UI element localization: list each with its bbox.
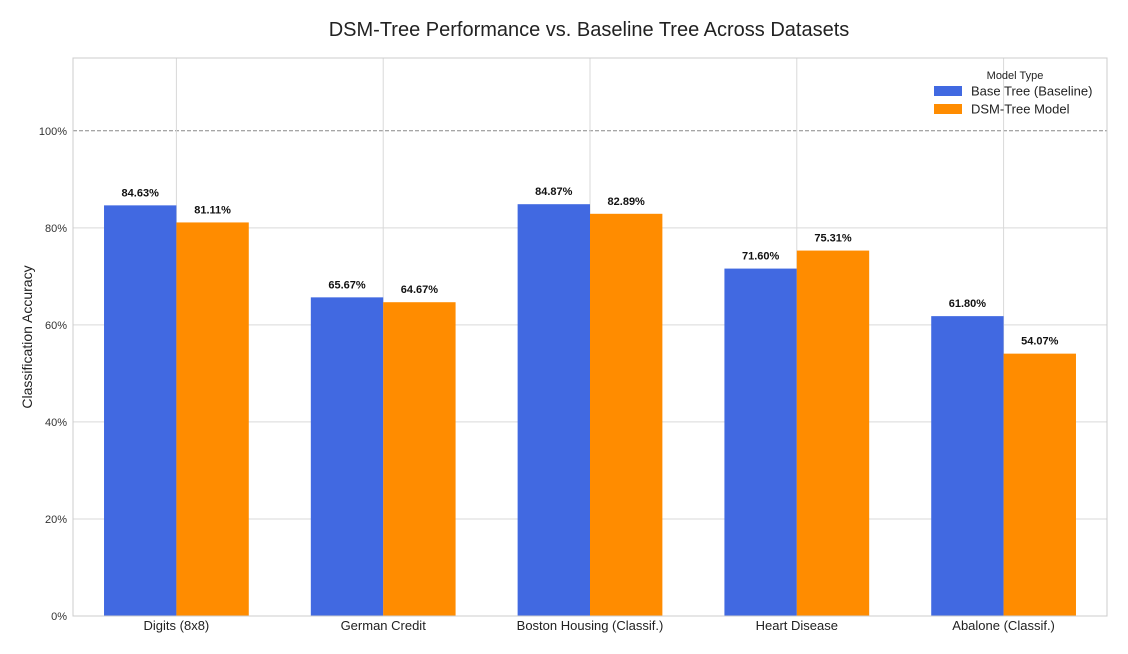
bar-dsm-tree	[590, 213, 663, 617]
axes: 0% 20% 40% 60% 80% 100% Digits (8x8) German Cre…	[39, 57, 1108, 633]
x-tick-label: Heart Disease	[756, 618, 838, 633]
bar-dsm-tree	[796, 250, 870, 617]
bars	[104, 204, 1076, 617]
y-tick-label: 40%	[45, 417, 67, 429]
bar-dsm-tree	[383, 302, 456, 616]
y-tick-label: 80%	[45, 223, 67, 235]
chart-title: DSM-Tree Performance vs. Baseline Tree A…	[329, 19, 850, 41]
y-tick-label: 20%	[45, 514, 67, 526]
legend-swatch	[934, 86, 962, 96]
data-label: 64.67%	[401, 284, 439, 296]
bar-dsm-tree	[176, 222, 249, 616]
y-tick-label: 100%	[39, 126, 67, 138]
legend: Model Type Base Tree (Baseline) DSM-Tree …	[934, 70, 1092, 117]
plot-frame	[72, 57, 1108, 617]
data-label: 82.89%	[608, 196, 646, 208]
bar-base-tree	[517, 204, 590, 617]
y-tick-label: 0%	[51, 611, 67, 623]
data-label: 61.80%	[949, 298, 987, 310]
y-axis-label: Classification Accuracy	[19, 265, 35, 408]
x-tick-label: Digits (8x8)	[144, 618, 210, 633]
legend-label: DSM-Tree Model	[971, 102, 1070, 117]
data-label: 75.31%	[814, 233, 852, 245]
x-tick-label: Boston Housing (Classif.)	[517, 618, 664, 633]
bar-base-tree	[310, 297, 384, 616]
y-tick-label: 60%	[45, 320, 67, 332]
bar-base-tree	[104, 205, 177, 616]
data-label: 71.60%	[742, 251, 780, 263]
data-label: 84.63%	[122, 187, 160, 199]
data-label: 81.11%	[194, 204, 231, 216]
bar-dsm-tree	[1003, 353, 1076, 616]
x-tick-label: Abalone (Classif.)	[952, 618, 1055, 633]
legend-title: Model Type	[987, 70, 1044, 82]
legend-swatch	[934, 104, 962, 114]
legend-label: Base Tree (Baseline)	[971, 84, 1092, 99]
data-labels: 84.63% 81.11% 65.67% 64.67% 84.87% 82.89% 71.6…	[122, 186, 1059, 347]
x-tick-label: German Credit	[341, 618, 427, 633]
bar-base-tree	[931, 316, 1004, 616]
data-label: 65.67%	[328, 279, 366, 291]
data-label: 84.87%	[535, 186, 573, 198]
bar-base-tree	[724, 268, 797, 616]
data-label: 54.07%	[1021, 336, 1059, 348]
